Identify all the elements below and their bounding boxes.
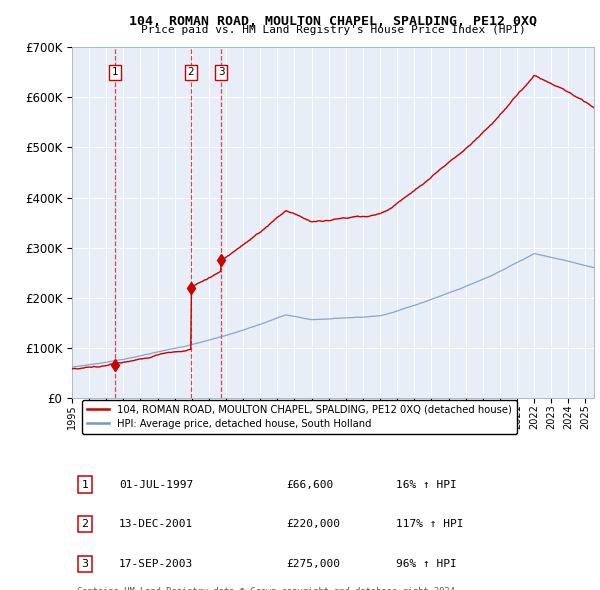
Text: 104, ROMAN ROAD, MOULTON CHAPEL, SPALDING, PE12 0XQ: 104, ROMAN ROAD, MOULTON CHAPEL, SPALDIN… (129, 15, 537, 28)
Text: 117% ↑ HPI: 117% ↑ HPI (395, 519, 463, 529)
Text: £66,600: £66,600 (286, 480, 333, 490)
Text: Contains HM Land Registry data © Crown copyright and database right 2024.: Contains HM Land Registry data © Crown c… (77, 587, 460, 590)
Legend: 104, ROMAN ROAD, MOULTON CHAPEL, SPALDING, PE12 0XQ (detached house), HPI: Avera: 104, ROMAN ROAD, MOULTON CHAPEL, SPALDIN… (82, 399, 517, 434)
Text: Price paid vs. HM Land Registry's House Price Index (HPI): Price paid vs. HM Land Registry's House … (140, 25, 526, 35)
Text: 1: 1 (112, 67, 118, 77)
Text: 2: 2 (188, 67, 194, 77)
Text: 17-SEP-2003: 17-SEP-2003 (119, 559, 193, 569)
Text: 1: 1 (82, 480, 89, 490)
Text: £275,000: £275,000 (286, 559, 340, 569)
Text: 2: 2 (82, 519, 89, 529)
Text: 3: 3 (218, 67, 224, 77)
Text: £220,000: £220,000 (286, 519, 340, 529)
Text: 96% ↑ HPI: 96% ↑ HPI (395, 559, 457, 569)
Text: 16% ↑ HPI: 16% ↑ HPI (395, 480, 457, 490)
Text: 01-JUL-1997: 01-JUL-1997 (119, 480, 193, 490)
Text: 13-DEC-2001: 13-DEC-2001 (119, 519, 193, 529)
Text: 3: 3 (82, 559, 89, 569)
